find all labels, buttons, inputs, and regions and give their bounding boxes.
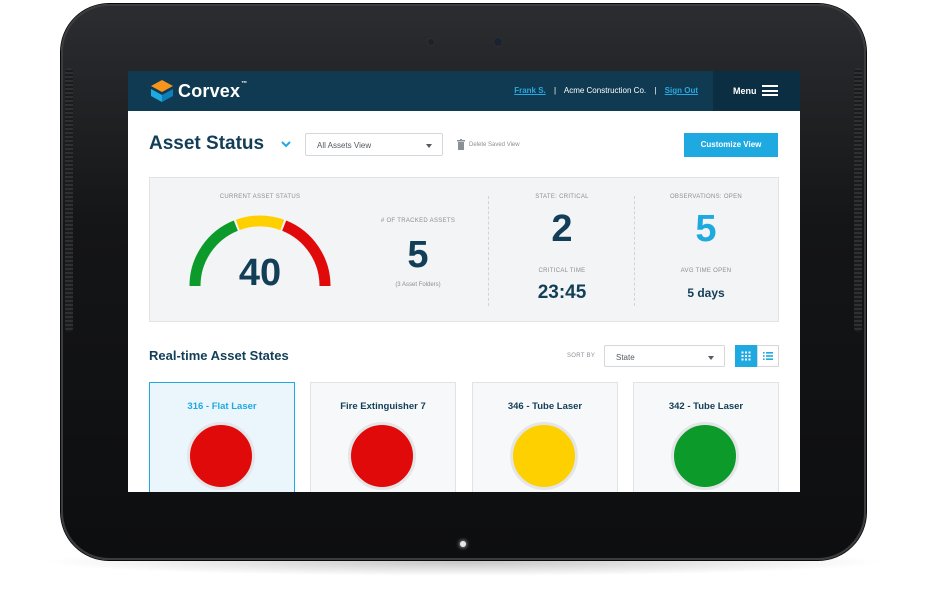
asset-status-indicator: [187, 422, 255, 490]
critical-count: 2: [551, 208, 573, 250]
hamburger-icon: [762, 85, 778, 96]
avg-time-open-label: AVG TIME OPEN: [680, 268, 732, 274]
top-navigation-bar: Corvex™ Frank S. | Acme Construction Co.…: [128, 71, 800, 111]
sort-select-value: State: [616, 353, 635, 362]
speaker-grille-right: [854, 68, 862, 332]
asset-card[interactable]: 346 - Tube Laser: [472, 382, 618, 492]
separator: |: [554, 86, 557, 95]
customize-view-button[interactable]: Customize View: [684, 133, 778, 157]
delete-saved-view-label: Delete Saved View: [469, 142, 520, 149]
view-select-value: All Assets View: [317, 141, 372, 150]
sort-select[interactable]: State: [604, 345, 725, 367]
asset-status-indicator: [348, 422, 416, 490]
divider: [488, 196, 489, 306]
separator: |: [654, 86, 657, 95]
user-bar: Frank S. | Acme Construction Co. | Sign …: [514, 86, 698, 95]
asset-card[interactable]: 316 - Flat Laser: [149, 382, 295, 492]
asset-card-title: 346 - Tube Laser: [507, 401, 583, 412]
open-observations-count: 5: [695, 208, 717, 250]
gauge-value: 40: [238, 252, 282, 294]
tracked-assets-label: # OF TRACKED ASSETS: [380, 218, 456, 224]
view-select[interactable]: All Assets View: [305, 133, 443, 156]
status-gauge: [189, 215, 331, 287]
chevron-down-icon[interactable]: [280, 139, 292, 149]
critical-time-label: CRITICAL TIME: [538, 268, 586, 274]
menu-button[interactable]: Menu: [713, 71, 800, 111]
brand-name: Corvex™: [178, 81, 248, 101]
asset-folders-count: (3 Asset Folders): [395, 282, 441, 288]
speaker-grille-left: [65, 68, 73, 332]
critical-time-value: 23:45: [537, 282, 587, 303]
menu-label: Menu: [733, 86, 757, 96]
trash-icon: [457, 139, 465, 150]
list-view-toggle[interactable]: [757, 345, 779, 367]
page-title: Asset Status: [149, 133, 265, 154]
grid-view-icon: [741, 351, 751, 361]
app-screen: Corvex™ Frank S. | Acme Construction Co.…: [128, 71, 800, 492]
tracked-assets-value: 5: [407, 234, 429, 276]
avg-time-open-value: 5 days: [687, 286, 725, 300]
critical-state-label: STATE: CRITICAL: [535, 194, 589, 200]
delete-saved-view-button[interactable]: Delete Saved View: [457, 139, 520, 150]
list-view-icon: [763, 352, 773, 360]
open-observations-label: OBSERVATIONS: OPEN: [669, 194, 743, 200]
grid-view-toggle[interactable]: [735, 345, 757, 367]
section-title: Real-time Asset States: [149, 348, 289, 363]
divider: [634, 196, 635, 306]
asset-status-indicator: [510, 422, 578, 490]
caret-down-icon: [426, 144, 432, 148]
caret-down-icon: [708, 356, 714, 360]
user-name-link[interactable]: Frank S.: [514, 86, 546, 95]
current-asset-status-label: CURRENT ASSET STATUS: [219, 194, 301, 200]
asset-card-title: Fire Extinguisher 7: [340, 401, 426, 412]
asset-status-summary: CURRENT ASSET STATUS 40 # OF TRACKED ASS…: [149, 177, 779, 322]
company-name: Acme Construction Co.: [563, 86, 647, 95]
asset-card[interactable]: Fire Extinguisher 7: [310, 382, 456, 492]
asset-card[interactable]: 342 - Tube Laser: [633, 382, 779, 492]
gauge-segment-ok: [189, 220, 239, 287]
asset-card-title: 316 - Flat Laser: [187, 401, 257, 412]
gauge-segment-warning: [235, 215, 285, 231]
sign-out-link[interactable]: Sign Out: [664, 86, 698, 95]
asset-card-title: 342 - Tube Laser: [668, 401, 744, 412]
sensor-dot: [428, 39, 434, 45]
sort-by-label: SORT BY: [567, 353, 596, 359]
gauge-segment-critical: [281, 220, 331, 287]
asset-status-indicator: [671, 422, 739, 490]
corvex-logo-icon: [151, 80, 173, 102]
home-indicator-light: [460, 541, 466, 547]
front-camera: [494, 38, 502, 46]
